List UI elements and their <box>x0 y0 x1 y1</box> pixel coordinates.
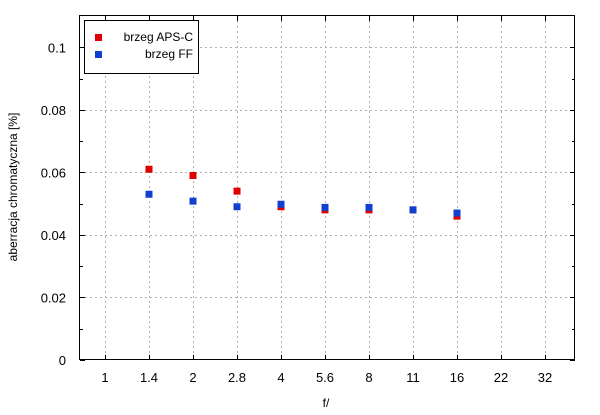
y-tick-labels: 0 0.02 0.04 0.06 0.08 0.1 <box>41 40 66 368</box>
x-tick-label: 4 <box>277 370 284 385</box>
point-ff <box>453 209 461 217</box>
x-tick-label: 2 <box>189 370 196 385</box>
y-tick-label: 0.06 <box>41 165 66 180</box>
x-tick-label: 5.6 <box>316 370 334 385</box>
point-aps-c <box>189 171 197 179</box>
legend-label-ff: brzeg FF <box>145 47 193 61</box>
point-ff <box>145 190 153 198</box>
y-tick-label: 0.08 <box>41 103 66 118</box>
plot-frame <box>79 15 575 360</box>
legend-box <box>84 20 199 74</box>
x-tick-label: 1.4 <box>140 370 158 385</box>
legend-label-aps-c: brzeg APS-C <box>124 30 194 44</box>
y-axis-label: aberracja chromatyczna [%] <box>6 113 20 262</box>
x-tick-label: 8 <box>365 370 372 385</box>
legend-swatch-ff <box>95 51 102 58</box>
x-tick-label: 32 <box>538 370 552 385</box>
x-tick-label: 16 <box>450 370 464 385</box>
point-aps-c <box>233 187 241 195</box>
y-tick-label: 0.1 <box>48 40 66 55</box>
point-ff <box>365 203 373 211</box>
point-ff <box>233 203 241 211</box>
data-points <box>145 165 461 220</box>
x-tick-label: 1 <box>101 370 108 385</box>
x-tick-label: 11 <box>406 370 420 385</box>
x-tick-label: 22 <box>494 370 508 385</box>
point-aps-c <box>145 165 153 173</box>
x-tick-label: 2.8 <box>228 370 246 385</box>
y-tick-label: 0.04 <box>41 228 66 243</box>
legend: brzeg APS-C brzeg FF <box>84 20 199 74</box>
point-ff <box>189 197 197 205</box>
x-axis-label: f/ <box>323 396 330 410</box>
legend-swatch-aps-c <box>95 34 102 41</box>
point-ff <box>409 206 417 214</box>
point-ff <box>277 200 285 208</box>
point-ff <box>321 203 329 211</box>
x-tick-labels: 1 1.4 2 2.8 4 5.6 8 11 16 22 32 <box>101 370 552 385</box>
y-tick-label: 0.02 <box>41 290 66 305</box>
y-tick-label: 0 <box>59 353 66 368</box>
